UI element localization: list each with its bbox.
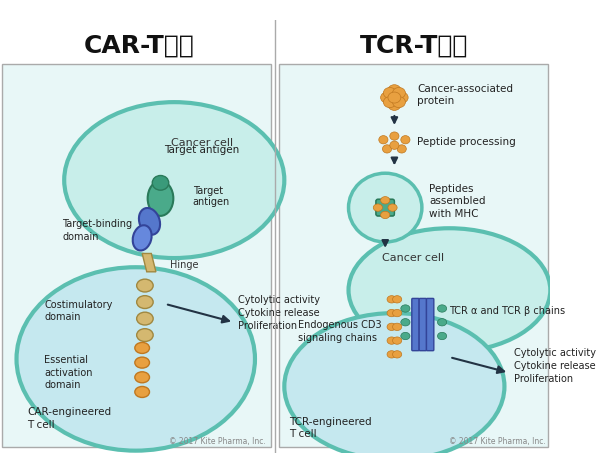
Ellipse shape (383, 96, 396, 108)
Ellipse shape (401, 136, 410, 144)
Ellipse shape (152, 175, 169, 190)
Ellipse shape (137, 329, 153, 342)
Ellipse shape (380, 197, 390, 204)
Ellipse shape (390, 132, 399, 140)
Text: Hinge: Hinge (170, 261, 198, 271)
Ellipse shape (349, 173, 422, 242)
Ellipse shape (392, 309, 402, 317)
Ellipse shape (395, 92, 408, 103)
Ellipse shape (401, 305, 410, 312)
Ellipse shape (392, 96, 406, 108)
Ellipse shape (133, 225, 152, 251)
Ellipse shape (388, 92, 401, 103)
Text: TCR α and TCR β chains: TCR α and TCR β chains (449, 306, 566, 316)
Ellipse shape (137, 279, 153, 292)
FancyBboxPatch shape (2, 63, 271, 447)
FancyBboxPatch shape (376, 199, 394, 216)
Ellipse shape (392, 350, 402, 358)
Text: Cancer cell: Cancer cell (171, 139, 233, 149)
Ellipse shape (392, 88, 406, 98)
Ellipse shape (373, 204, 382, 211)
FancyBboxPatch shape (419, 298, 427, 350)
Ellipse shape (401, 333, 410, 340)
Ellipse shape (437, 333, 446, 340)
Ellipse shape (135, 386, 149, 397)
Ellipse shape (379, 136, 388, 144)
Text: Peptides
assembled
with MHC: Peptides assembled with MHC (429, 184, 486, 219)
Ellipse shape (388, 204, 397, 211)
Text: Target antigen: Target antigen (164, 145, 239, 155)
Text: Target-binding
domain: Target-binding domain (62, 219, 133, 242)
Ellipse shape (135, 372, 149, 383)
Text: Costimulatory
domain: Costimulatory domain (44, 300, 112, 323)
Ellipse shape (380, 211, 390, 219)
Ellipse shape (397, 145, 406, 153)
Text: TCR-engineered
T cell: TCR-engineered T cell (289, 417, 371, 439)
Ellipse shape (388, 99, 401, 110)
Ellipse shape (387, 350, 396, 358)
Ellipse shape (387, 309, 396, 317)
Ellipse shape (148, 181, 173, 216)
Text: Cancer-associated
protein: Cancer-associated protein (418, 84, 514, 106)
Ellipse shape (137, 312, 153, 325)
Text: Peptide processing: Peptide processing (418, 137, 516, 147)
Text: TCR-T细胞: TCR-T细胞 (361, 33, 469, 57)
Ellipse shape (284, 313, 505, 460)
Ellipse shape (392, 323, 402, 331)
Ellipse shape (437, 319, 446, 326)
Text: Cancer cell: Cancer cell (382, 253, 444, 263)
FancyBboxPatch shape (412, 298, 419, 350)
Ellipse shape (392, 337, 402, 344)
Ellipse shape (388, 85, 401, 96)
Ellipse shape (390, 141, 399, 149)
Ellipse shape (387, 323, 396, 331)
Ellipse shape (437, 305, 446, 312)
Text: Cytolytic activity
Cytokine release
Proliferation: Cytolytic activity Cytokine release Prol… (514, 348, 596, 385)
Ellipse shape (135, 357, 149, 368)
Text: Cytolytic activity
Cytokine release
Proliferation: Cytolytic activity Cytokine release Prol… (238, 295, 320, 331)
Ellipse shape (387, 337, 396, 344)
Text: Essential
activation
domain: Essential activation domain (44, 355, 92, 390)
Ellipse shape (392, 296, 402, 303)
Ellipse shape (383, 88, 396, 98)
Ellipse shape (380, 92, 394, 103)
Ellipse shape (137, 296, 153, 308)
Ellipse shape (387, 296, 396, 303)
Ellipse shape (401, 319, 410, 326)
Ellipse shape (382, 145, 392, 153)
Text: © 2017 Kite Pharma, Inc.: © 2017 Kite Pharma, Inc. (449, 437, 546, 446)
Ellipse shape (17, 267, 255, 451)
Text: CAR-T细胞: CAR-T细胞 (84, 33, 195, 57)
Ellipse shape (135, 342, 149, 353)
Text: © 2017 Kite Pharma, Inc.: © 2017 Kite Pharma, Inc. (169, 437, 266, 446)
Ellipse shape (64, 102, 284, 258)
FancyBboxPatch shape (279, 63, 548, 447)
FancyBboxPatch shape (376, 199, 394, 216)
Ellipse shape (349, 228, 550, 352)
Text: Endogenous CD3
signaling chains: Endogenous CD3 signaling chains (298, 320, 382, 342)
Polygon shape (142, 254, 156, 272)
Text: Target
antigen: Target antigen (193, 186, 230, 207)
FancyBboxPatch shape (427, 298, 434, 350)
Ellipse shape (139, 208, 160, 235)
Text: CAR-engineered
T cell: CAR-engineered T cell (28, 407, 112, 430)
